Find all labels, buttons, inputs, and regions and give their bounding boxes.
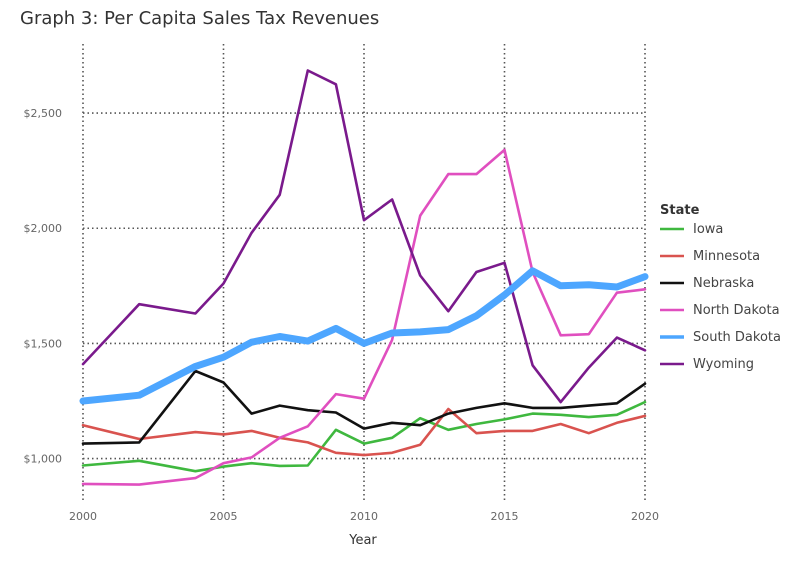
series-line-nebraska — [81, 369, 647, 445]
x-tick-label: 2015 — [491, 510, 519, 523]
series-line-north-dakota — [81, 148, 647, 486]
series-line-wyoming — [81, 69, 647, 404]
legend-label-north-dakota: North Dakota — [693, 303, 780, 318]
x-tick-label: 2020 — [631, 510, 659, 523]
legend-items: Iowa Minnesota Nebraska North Dakota South D… — [660, 222, 781, 372]
legend-label-wyoming: Wyoming — [693, 357, 754, 372]
y-tick-label: $2,500 — [24, 107, 63, 120]
x-tick-label: 2000 — [69, 510, 97, 523]
x-tick-label: 2010 — [350, 510, 378, 523]
series-lines — [79, 69, 649, 486]
legend: State Iowa Minnesota Nebraska North Dakota S… — [660, 203, 781, 372]
chart-title: Graph 3: Per Capita Sales Tax Revenues — [20, 8, 379, 29]
legend-label-iowa: Iowa — [693, 222, 723, 237]
x-axis-label: Year — [348, 533, 377, 548]
y-tick-label: $1,000 — [24, 453, 63, 466]
y-axis-ticks: $1,000 $1,500 $2,000 $2,500 — [24, 107, 63, 465]
series-line-minnesota — [81, 407, 647, 457]
legend-title: State — [660, 203, 700, 218]
y-tick-label: $2,000 — [24, 222, 63, 235]
legend-label-nebraska: Nebraska — [693, 276, 754, 291]
series-line-iowa — [81, 400, 647, 473]
x-tick-label: 2005 — [210, 510, 238, 523]
legend-label-south-dakota: South Dakota — [693, 330, 781, 345]
grid-lines — [82, 44, 646, 500]
y-tick-label: $1,500 — [24, 337, 63, 350]
series-line-south-dakota — [79, 267, 649, 405]
legend-label-minnesota: Minnesota — [693, 249, 760, 264]
x-axis-ticks: 2000 2005 2010 2015 2020 — [69, 510, 659, 523]
